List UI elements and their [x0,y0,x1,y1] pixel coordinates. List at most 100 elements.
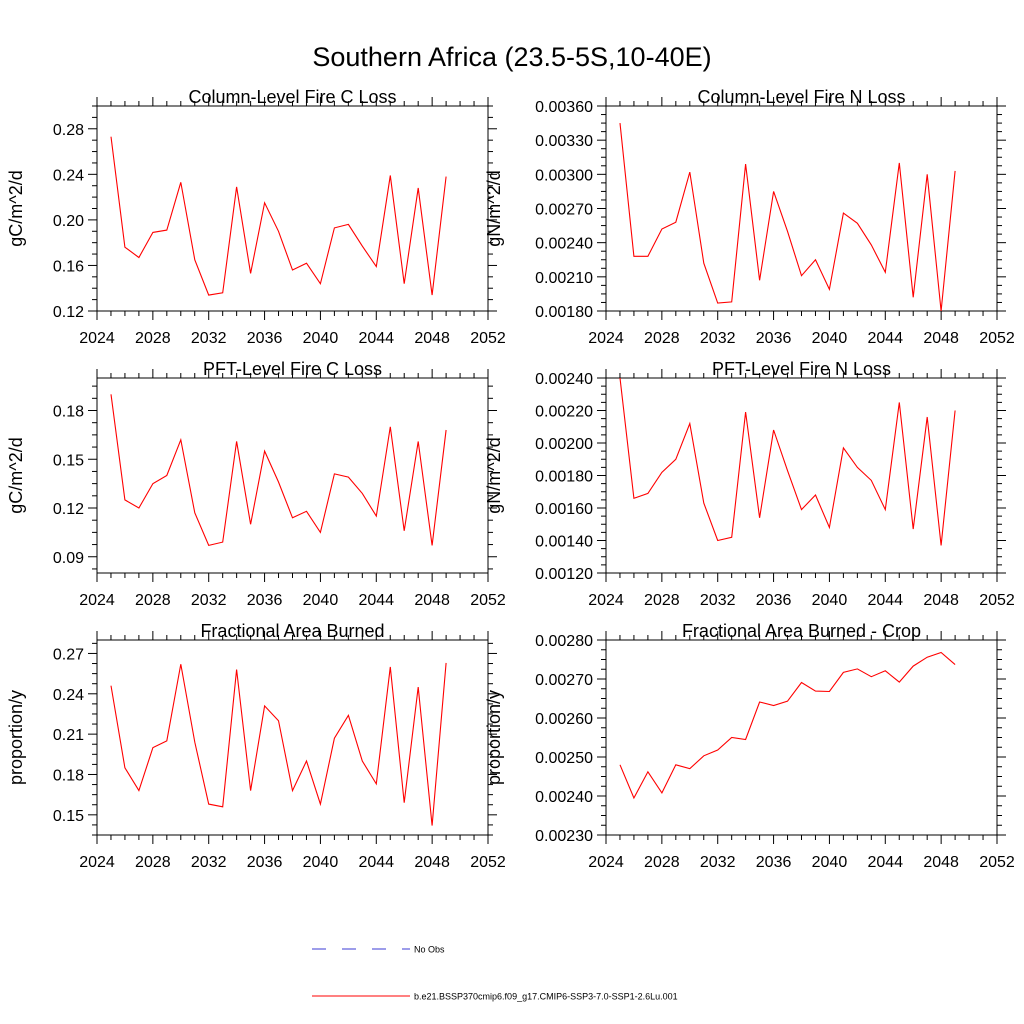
x-tick-label: 2044 [867,330,903,347]
panel-title: Column-Level Fire C Loss [188,87,396,107]
legend: No Obs b.e21.BSSP370cmip6.f09_g17.CMIP6-S… [312,945,678,1002]
panel-title: PFT-Level Fire C Loss [203,359,382,379]
y-axis-label: gC/m^2/d [6,170,26,246]
y-tick-label: 0.00220 [535,404,593,421]
x-tick-label: 2032 [191,330,227,347]
y-tick-label: 0.00200 [535,436,593,453]
panels: Column-Level Fire C Loss gC/m^2/d 2024 2028… [6,87,1015,871]
x-tick-label: 2028 [644,592,680,609]
x-tick-label: 2044 [867,854,903,871]
y-tick-label: 0.20 [53,213,84,230]
panel-title: Fractional Area Burned - Crop [682,621,921,641]
y-tick-label: 0.00300 [535,167,593,184]
y-tick-label: 0.00180 [535,304,593,321]
x-tick-label: 2040 [303,592,339,609]
y-tick-label: 0.00240 [535,789,593,806]
plot-frame [96,639,489,836]
panel-title: Fractional Area Burned [200,621,384,641]
x-tick-label: 2044 [867,592,903,609]
plot-frame [605,377,998,574]
legend-label: No Obs [414,945,445,955]
x-tick-label: 2044 [358,592,394,609]
chart-panel: Column-Level Fire C Loss gC/m^2/d 2024 2028… [6,87,506,347]
x-tick-label: 2048 [923,592,959,609]
x-tick-label: 2044 [358,854,394,871]
y-tick-label: 0.00260 [535,711,593,728]
x-tick-label: 2036 [756,854,792,871]
figure-title: Southern Africa (23.5-5S,10-40E) [312,42,711,72]
y-tick-label: 0.21 [53,727,84,744]
x-tick-label: 2024 [588,330,624,347]
y-tick-label: 0.00270 [535,672,593,689]
x-tick-label: 2052 [979,330,1015,347]
chart-panel: Fractional Area Burned - Crop proportion/… [484,621,1015,871]
y-tick-label: 0.00160 [535,501,593,518]
x-tick-label: 2024 [79,854,115,871]
y-tick-label: 0.00210 [535,270,593,287]
x-tick-label: 2052 [470,592,506,609]
chart-panel: Column-Level Fire N Loss gN/m^2/d 2024 2028… [484,87,1015,347]
y-tick-label: 0.18 [53,767,84,784]
y-tick-label: 0.00140 [535,534,593,551]
y-tick-label: 0.18 [53,404,84,421]
y-axis-label: gC/m^2/d [6,437,26,513]
series-line [110,662,447,826]
y-tick-label: 0.15 [53,808,84,825]
x-tick-label: 2032 [700,592,736,609]
y-tick-label: 0.00120 [535,566,593,583]
x-tick-label: 2036 [756,330,792,347]
x-tick-label: 2044 [358,330,394,347]
x-tick-label: 2040 [303,330,339,347]
y-axis-label: gN/m^2/d [484,170,504,246]
series-line [110,136,447,296]
y-tick-label: 0.16 [53,258,84,275]
series-line [619,123,956,312]
series-line [110,394,447,547]
x-tick-label: 2032 [700,854,736,871]
x-tick-label: 2032 [191,592,227,609]
plot-frame [96,377,489,574]
y-tick-label: 0.27 [53,646,84,663]
x-tick-label: 2048 [414,854,450,871]
legend-label: b.e21.BSSP370cmip6.f09_g17.CMIP6-SSP3-7.… [414,992,678,1002]
panel-title: PFT-Level Fire N Loss [712,359,891,379]
y-tick-label: 0.00280 [535,633,593,650]
y-tick-label: 0.12 [53,501,84,518]
x-tick-label: 2048 [414,330,450,347]
y-tick-label: 0.00240 [535,371,593,388]
series-line [619,377,956,546]
y-tick-label: 0.24 [53,167,84,184]
x-tick-label: 2024 [79,592,115,609]
x-tick-label: 2028 [644,330,680,347]
x-tick-label: 2052 [979,592,1015,609]
x-tick-label: 2048 [923,330,959,347]
chart-panel: Fractional Area Burned proportion/y 2024 20… [6,621,506,871]
y-tick-label: 0.00270 [535,202,593,219]
y-axis-label: proportion/y [484,690,504,785]
x-tick-label: 2040 [812,854,848,871]
x-tick-label: 2040 [812,592,848,609]
chart-panel: PFT-Level Fire C Loss gC/m^2/d 2024 2028 203… [6,359,506,609]
y-tick-label: 0.00250 [535,750,593,767]
x-tick-label: 2052 [470,330,506,347]
x-tick-label: 2032 [700,330,736,347]
x-tick-label: 2028 [135,592,171,609]
y-axis-label: proportion/y [6,690,26,785]
x-tick-label: 2024 [588,592,624,609]
y-tick-label: 0.00330 [535,133,593,150]
y-tick-label: 0.24 [53,687,84,704]
series-line [619,651,956,800]
x-tick-label: 2052 [979,854,1015,871]
panel-title: Column-Level Fire N Loss [697,87,905,107]
x-tick-label: 2024 [79,330,115,347]
y-tick-label: 0.00230 [535,828,593,845]
x-tick-label: 2040 [812,330,848,347]
plot-frame [96,105,489,312]
x-tick-label: 2024 [588,854,624,871]
y-tick-label: 0.15 [53,452,84,469]
x-tick-label: 2028 [135,854,171,871]
x-tick-label: 2032 [191,854,227,871]
x-tick-label: 2048 [414,592,450,609]
x-tick-label: 2036 [247,592,283,609]
